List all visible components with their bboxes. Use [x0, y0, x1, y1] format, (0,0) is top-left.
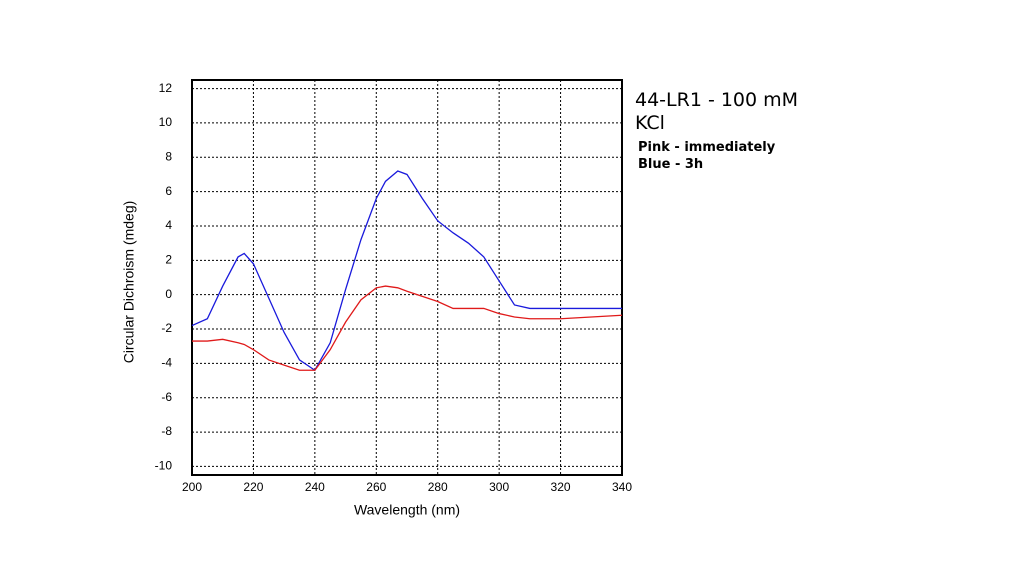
annotation: Pink - immediately — [638, 140, 776, 155]
data-line — [191, 170, 622, 372]
x-tick-label: 300 — [489, 480, 509, 494]
y-tick-label: 2 — [165, 252, 172, 266]
y-tick-label: 6 — [165, 184, 172, 198]
x-tick-label: 260 — [366, 480, 386, 494]
y-tick-label: 12 — [159, 81, 173, 95]
y-tick-label: -2 — [161, 321, 172, 335]
x-tick-label: 200 — [182, 480, 202, 494]
y-tick-label: 0 — [165, 287, 172, 301]
y-tick-label: -10 — [155, 459, 173, 473]
plot-frame — [191, 79, 623, 476]
annotation: Blue - 3h — [638, 157, 704, 172]
x-tick-label: 340 — [612, 480, 632, 494]
x-tick-label: 220 — [243, 480, 263, 494]
chart-title: 44-LR1 - 100 mM KCl — [635, 89, 799, 134]
y-tick-label: 8 — [165, 149, 172, 163]
y-tick-label: -4 — [161, 356, 172, 370]
y-tick-label: -8 — [161, 424, 172, 438]
y-axis-label: Circular Dichroism (mdeg) — [121, 201, 137, 364]
x-tick-label: 320 — [551, 480, 571, 494]
y-tick-label: 4 — [165, 218, 172, 232]
y-tick-label: -6 — [161, 390, 172, 404]
x-axis-label: Wavelength (nm) — [354, 502, 460, 518]
x-tick-label: 280 — [428, 480, 448, 494]
y-tick-label: 10 — [159, 115, 173, 129]
data-line — [192, 285, 623, 371]
x-tick-label: 240 — [305, 480, 325, 494]
